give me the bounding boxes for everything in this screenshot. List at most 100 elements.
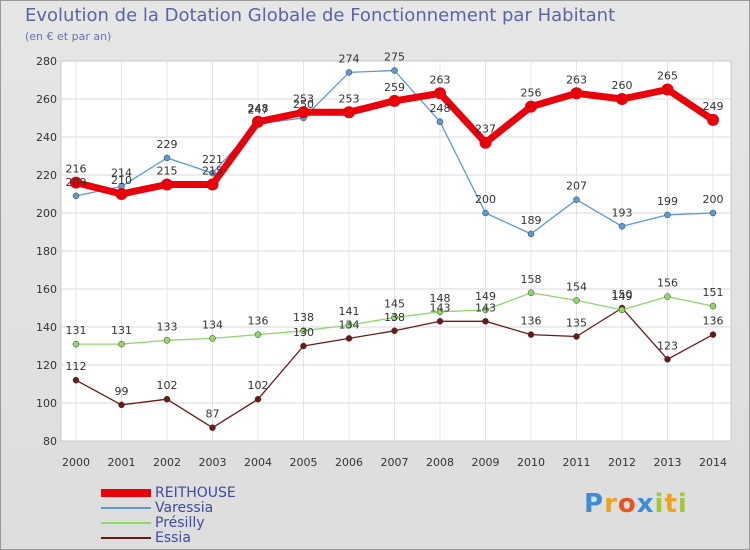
x-tick-label: 2012 [608, 456, 636, 469]
data-point [527, 230, 535, 238]
data-point [163, 337, 171, 344]
data-point [527, 289, 535, 297]
logo-letter: o [617, 489, 637, 519]
data-point [252, 115, 264, 128]
data-point [300, 342, 307, 350]
data-point [343, 106, 355, 119]
x-tick-label: 2006 [335, 456, 363, 469]
data-label: 151 [703, 286, 724, 299]
data-point [72, 192, 80, 200]
data-point [482, 306, 489, 314]
data-label: 229 [157, 138, 178, 151]
data-label: 221 [202, 153, 223, 166]
data-point [297, 106, 310, 119]
data-point [206, 178, 219, 191]
data-label: 259 [384, 81, 405, 94]
data-label: 237 [475, 123, 496, 136]
legend-item: Varessia [101, 499, 236, 516]
logo-letter: i [654, 489, 665, 519]
data-point [118, 401, 125, 409]
data-point [664, 356, 671, 363]
data-label: 143 [475, 301, 496, 314]
x-tick-label: 2007 [381, 456, 409, 469]
data-point [664, 293, 671, 300]
data-label: 145 [384, 298, 405, 311]
data-label: 207 [566, 180, 587, 193]
y-tick-label: 240 [36, 131, 57, 144]
data-label: 154 [566, 280, 587, 293]
data-label: 138 [293, 311, 314, 324]
data-label: 136 [521, 315, 542, 328]
proxiti-logo: Proxiti [584, 489, 688, 519]
data-point [209, 169, 216, 177]
logo-letter: x [636, 489, 655, 519]
legend-item: REITHOUSE [101, 484, 236, 501]
data-label: 135 [566, 317, 587, 330]
data-label: 138 [384, 311, 405, 324]
data-label: 193 [612, 206, 633, 219]
data-label: 87 [206, 408, 220, 421]
data-label: 253 [293, 92, 314, 105]
y-tick-label: 160 [36, 283, 57, 296]
legend-swatch [101, 506, 151, 509]
legend-label: REITHOUSE [155, 484, 236, 501]
data-label: 200 [475, 193, 496, 206]
data-label: 210 [111, 174, 132, 187]
data-point [391, 314, 398, 321]
legend-item: Présilly [101, 515, 236, 531]
logo-letter: r [604, 489, 618, 519]
legend-swatch [101, 521, 151, 524]
y-tick-label: 220 [36, 169, 57, 182]
data-point [709, 209, 717, 217]
data-label: 134 [339, 318, 360, 331]
legend: REITHOUSE Varessia Présilly Essia [101, 484, 236, 546]
logo-letter: P [584, 489, 605, 519]
data-point [72, 376, 80, 384]
data-label: 136 [703, 315, 724, 328]
data-point [72, 340, 80, 348]
data-label: 130 [293, 326, 314, 339]
legend-label: Essia [155, 529, 191, 546]
legend-label: Varessia [155, 499, 214, 516]
data-label: 199 [657, 195, 678, 208]
data-label: 263 [430, 73, 451, 86]
data-label: 134 [202, 318, 223, 331]
data-label: 112 [66, 360, 87, 373]
x-tick-label: 2008 [426, 456, 454, 469]
data-label: 200 [703, 193, 724, 206]
data-label: 136 [248, 315, 269, 328]
data-point [209, 424, 216, 431]
y-tick-label: 120 [36, 359, 57, 372]
chart-title: Evolution de la Dotation Globale de Fonc… [25, 5, 616, 26]
x-tick-label: 2003 [199, 456, 227, 469]
data-point [525, 100, 537, 113]
data-label: 214 [111, 166, 132, 179]
data-point [254, 331, 262, 338]
y-tick-label: 100 [36, 397, 57, 410]
data-label: 102 [248, 379, 269, 392]
x-tick-label: 2009 [472, 456, 500, 469]
data-point [707, 113, 719, 126]
data-label: 215 [157, 165, 178, 178]
x-tick-label: 2004 [244, 456, 272, 469]
data-point [618, 306, 626, 314]
data-label: 141 [339, 305, 360, 318]
x-tick-label: 2002 [153, 456, 181, 469]
data-point [661, 83, 674, 96]
data-point [388, 94, 401, 107]
data-point [345, 69, 353, 76]
data-point [573, 333, 580, 340]
data-label: 99 [115, 385, 129, 398]
data-label: 215 [202, 165, 223, 178]
data-label: 149 [475, 290, 496, 303]
data-label: 253 [339, 92, 360, 105]
y-tick-label: 280 [36, 55, 57, 68]
data-label: 265 [657, 70, 678, 83]
y-tick-label: 140 [36, 321, 57, 334]
data-label: 156 [657, 277, 678, 290]
data-point [709, 331, 717, 338]
data-point [573, 297, 580, 304]
x-tick-label: 2010 [517, 456, 545, 469]
data-label: 102 [157, 379, 178, 392]
